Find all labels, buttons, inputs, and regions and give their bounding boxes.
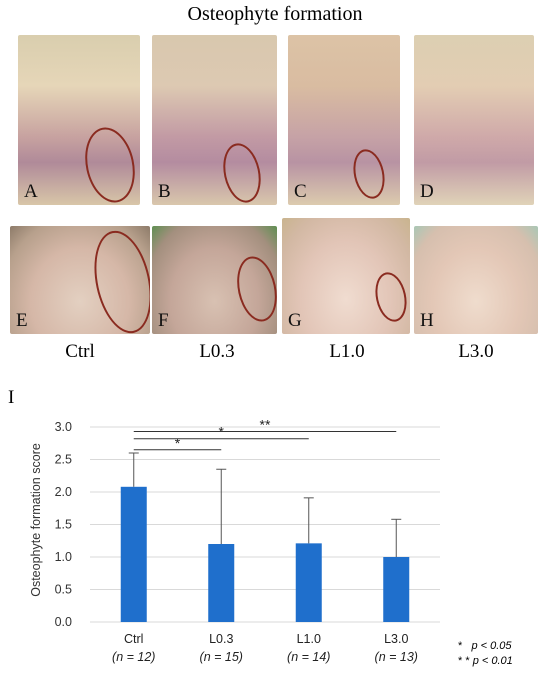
panel-letter: A — [24, 181, 38, 202]
bar-l1-0 — [295, 543, 322, 622]
x-tick-label: Ctrl — [124, 632, 143, 646]
x-tick-label: L1.0 — [297, 632, 321, 646]
panel-letter: H — [420, 310, 434, 331]
panel-letter: D — [420, 181, 434, 202]
group-label-ctrl: Ctrl — [65, 341, 95, 362]
x-n-label: (n = 12) — [112, 650, 155, 664]
figure-title: Osteophyte formation — [187, 3, 363, 25]
sig-note-text: p < 0.05 — [471, 640, 512, 652]
y-axis-title: Osteophyte formation score — [29, 443, 43, 597]
photo-panel-c: C — [288, 35, 400, 205]
photo-panel-e: E — [10, 226, 150, 334]
y-tick-label: 2.5 — [55, 453, 72, 467]
x-tick-label: L0.3 — [209, 632, 233, 646]
sig-note-p01: * * p < 0.01 — [458, 655, 513, 667]
group-label-l0-3: L0.3 — [199, 341, 235, 362]
x-n-label: (n = 15) — [200, 650, 243, 664]
photo-panel-h: H — [414, 226, 538, 334]
x-n-label: (n = 13) — [375, 650, 418, 664]
photo-panel-d: D — [414, 35, 534, 205]
x-n-label: (n = 14) — [287, 650, 330, 664]
y-tick-label: 3.0 — [55, 420, 72, 434]
y-tick-label: 2.0 — [55, 485, 72, 499]
y-tick-label: 1.5 — [55, 518, 72, 532]
photo-panel-b: B — [152, 35, 277, 205]
sig-note-symbol: * — [458, 640, 463, 652]
y-tick-label: 0.5 — [55, 583, 72, 597]
bar-l0-3 — [208, 544, 235, 622]
panel-letter: B — [158, 181, 171, 202]
panel-letter: F — [158, 310, 169, 331]
group-label-l1-0: L1.0 — [329, 341, 365, 362]
photo-panel-f: F — [152, 226, 277, 334]
y-tick-label: 1.0 — [55, 550, 72, 564]
significance-label: ** — [260, 417, 271, 433]
group-label-l3-0: L3.0 — [458, 341, 494, 362]
bar-l3-0 — [383, 557, 410, 622]
sig-note-symbol: * * — [458, 655, 470, 667]
panel-i-label: I — [8, 387, 15, 408]
significance-label: * — [175, 435, 181, 451]
photo-panel-a: A — [18, 35, 140, 205]
y-tick-label: 0.0 — [55, 615, 72, 629]
sig-note-p05: * p < 0.05 — [458, 640, 512, 652]
bar-ctrl — [120, 486, 147, 622]
photo-panel-g: G — [282, 218, 410, 334]
panel-letter: C — [294, 181, 307, 202]
x-tick-label: L3.0 — [384, 632, 408, 646]
sig-note-text: p < 0.01 — [472, 655, 513, 667]
panel-letter: E — [16, 310, 28, 331]
panel-letter: G — [288, 310, 302, 331]
